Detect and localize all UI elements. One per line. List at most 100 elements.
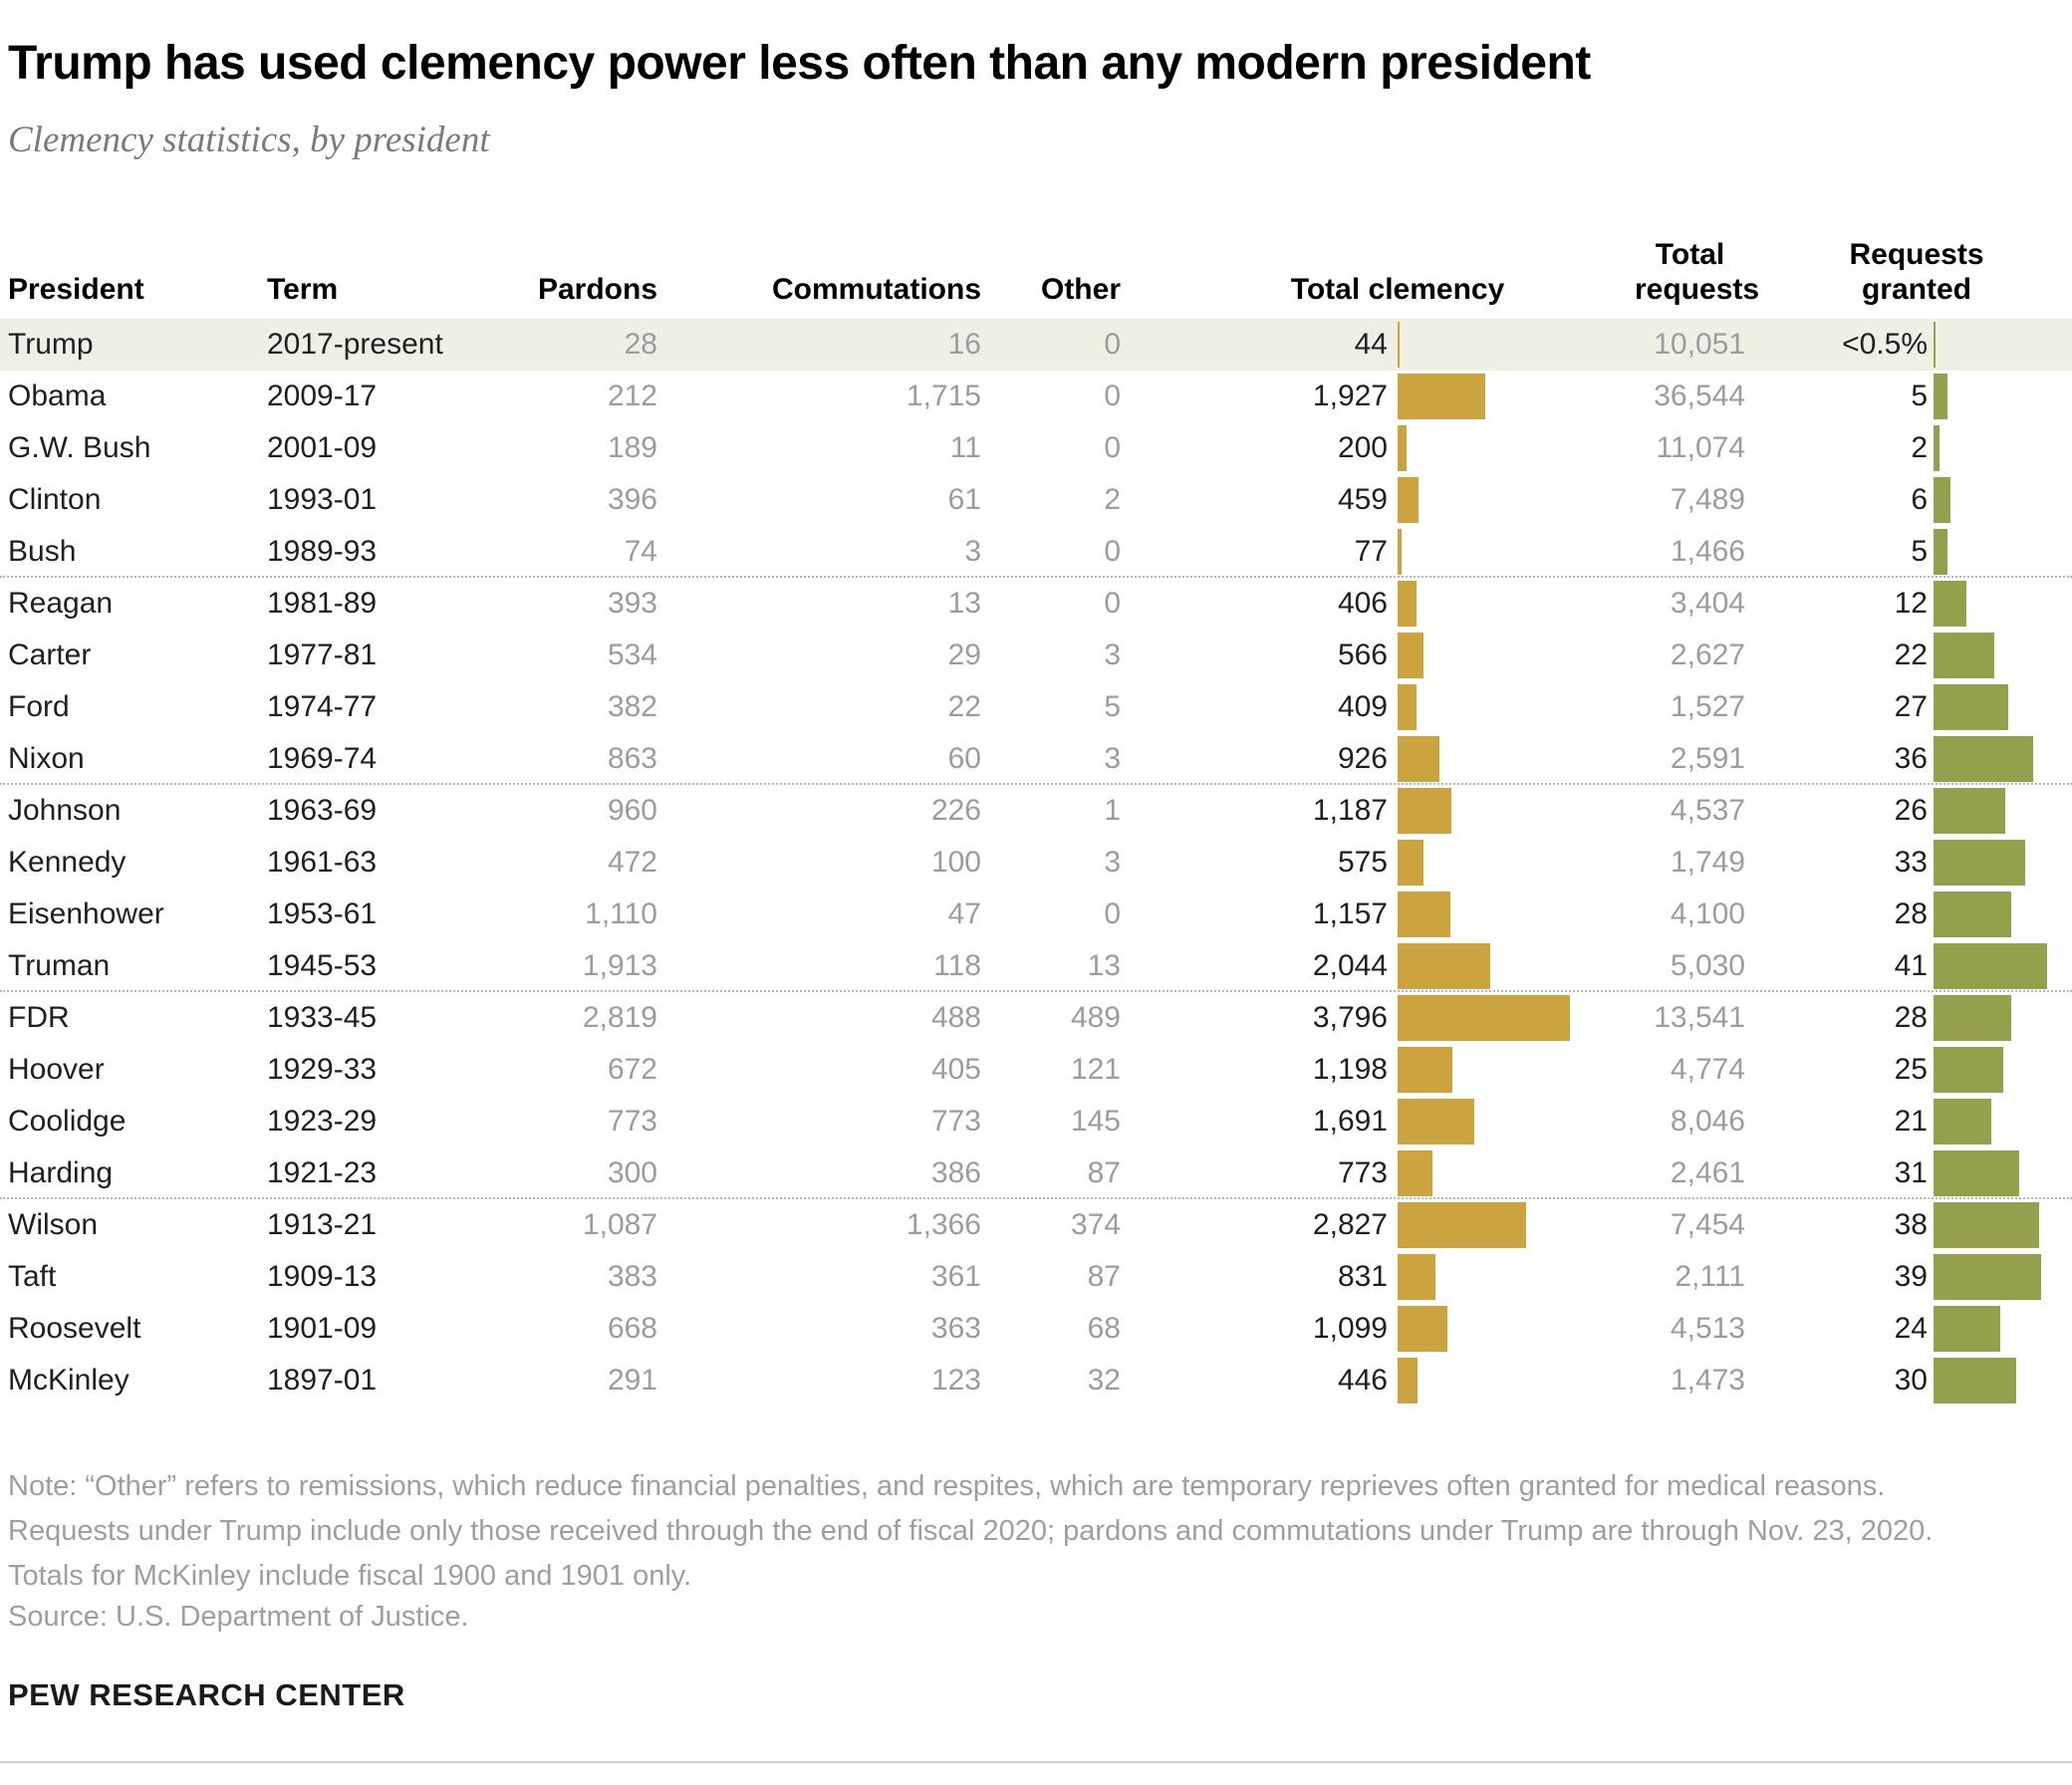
cell-total-requests: 36,544 xyxy=(1654,380,1745,412)
clemency-bar-cell xyxy=(1388,474,1579,526)
clemency-bar-cell xyxy=(1388,526,1579,578)
granted-bar xyxy=(1934,581,1966,627)
cell-pardons: 668 xyxy=(607,1312,657,1345)
cell-commutations: 61 xyxy=(947,483,981,516)
cell-other: 0 xyxy=(1104,380,1121,412)
granted-bar-cell xyxy=(1928,474,2072,526)
column-header-other: Other xyxy=(1040,272,1121,306)
cell-total-requests: 10,051 xyxy=(1654,328,1745,361)
column-header-commutations: Commutations xyxy=(772,272,981,306)
cell-other: 121 xyxy=(1070,1053,1121,1086)
table-row: Reagan 1981-89 393 13 0 406 3,404 12 xyxy=(0,578,2072,630)
clemency-bar-cell xyxy=(1388,837,1579,889)
cell-commutations: 488 xyxy=(930,1001,981,1034)
clemency-bar-cell xyxy=(1388,940,1579,992)
cell-other: 87 xyxy=(1087,1156,1121,1189)
bottom-rule xyxy=(0,1760,2072,1763)
clemency-bar-cell xyxy=(1388,1303,1579,1355)
cell-total-clemency: 1,099 xyxy=(1312,1312,1388,1345)
clemency-bar xyxy=(1398,633,1424,678)
cell-total-clemency: 3,796 xyxy=(1312,1001,1388,1034)
table-row: Wilson 1913-21 1,087 1,366 374 2,827 7,454 38 xyxy=(0,1199,2072,1251)
cell-president: Taft xyxy=(8,1260,57,1293)
cell-commutations: 3 xyxy=(964,535,981,568)
cell-pardons: 74 xyxy=(624,535,657,568)
cell-president: Eisenhower xyxy=(8,897,164,930)
granted-bar xyxy=(1934,1254,2041,1300)
cell-term: 1969-74 xyxy=(267,742,378,775)
cell-other: 87 xyxy=(1087,1260,1121,1293)
cell-requests-granted: 12 xyxy=(1894,587,1928,620)
cell-total-clemency: 831 xyxy=(1337,1260,1388,1293)
granted-bar xyxy=(1934,1047,2003,1093)
granted-bar-cell xyxy=(1928,630,2072,681)
table-row: Obama 2009-17 212 1,715 0 1,927 36,544 5 xyxy=(0,371,2072,422)
cell-requests-granted: <0.5% xyxy=(1842,328,1928,361)
cell-total-clemency: 1,927 xyxy=(1312,380,1388,412)
cell-other: 1 xyxy=(1104,794,1121,827)
cell-other: 3 xyxy=(1104,846,1121,879)
footer-note: Note: “Other” refers to remissions, whic… xyxy=(8,1470,1934,1592)
clemency-bar-cell xyxy=(1388,733,1579,785)
cell-pardons: 2,819 xyxy=(582,1001,657,1034)
table-row: McKinley 1897-01 291 123 32 446 1,473 30 xyxy=(0,1355,2072,1406)
column-header-president: President xyxy=(8,272,144,306)
clemency-bar xyxy=(1398,1358,1418,1403)
cell-total-clemency: 773 xyxy=(1337,1156,1388,1189)
granted-bar xyxy=(1934,425,1940,471)
cell-requests-granted: 38 xyxy=(1894,1208,1928,1241)
clemency-bar-cell xyxy=(1388,371,1579,422)
clemency-bar xyxy=(1398,1254,1435,1300)
cell-term: 1913-21 xyxy=(267,1208,378,1241)
cell-term: 1929-33 xyxy=(267,1053,378,1086)
cell-total-requests: 1,527 xyxy=(1670,690,1745,723)
cell-total-requests: 4,537 xyxy=(1670,794,1745,827)
table-row: Coolidge 1923-29 773 773 145 1,691 8,046 21 xyxy=(0,1096,2072,1148)
cell-pardons: 472 xyxy=(607,846,657,879)
cell-other: 13 xyxy=(1087,949,1121,982)
clemency-bar-cell xyxy=(1388,319,1579,371)
clemency-bar xyxy=(1398,684,1417,730)
cell-requests-granted: 24 xyxy=(1894,1312,1928,1345)
table-row: Johnson 1963-69 960 226 1 1,187 4,537 26 xyxy=(0,785,2072,837)
granted-bar-cell xyxy=(1928,837,2072,889)
cell-requests-granted: 28 xyxy=(1894,1001,1928,1034)
clemency-bar-cell xyxy=(1388,630,1579,681)
cell-commutations: 11 xyxy=(949,431,981,464)
table-row: Eisenhower 1953-61 1,110 47 0 1,157 4,100 28 xyxy=(0,889,2072,940)
footer: Note: “Other” refers to remissions, whic… xyxy=(8,1464,2064,1713)
cell-total-clemency: 575 xyxy=(1337,846,1388,879)
cell-total-clemency: 1,691 xyxy=(1312,1105,1388,1138)
cell-total-requests: 2,461 xyxy=(1670,1156,1745,1189)
cell-other: 68 xyxy=(1087,1312,1121,1345)
cell-pardons: 396 xyxy=(607,483,657,516)
cell-president: Roosevelt xyxy=(8,1312,141,1345)
cell-total-requests: 1,473 xyxy=(1670,1364,1745,1397)
granted-bar-cell xyxy=(1928,681,2072,733)
cell-requests-granted: 25 xyxy=(1894,1053,1928,1086)
cell-total-clemency: 2,827 xyxy=(1312,1208,1388,1241)
cell-pardons: 1,110 xyxy=(585,897,657,930)
cell-president: Hoover xyxy=(8,1053,105,1086)
granted-bar-cell xyxy=(1928,578,2072,630)
cell-total-clemency: 1,157 xyxy=(1312,897,1388,930)
clemency-bar xyxy=(1398,1099,1474,1145)
page-title: Trump has used clemency power less often… xyxy=(8,37,1591,90)
granted-bar xyxy=(1934,529,1947,575)
cell-other: 0 xyxy=(1104,535,1121,568)
granted-bar xyxy=(1934,736,2033,782)
cell-president: Clinton xyxy=(8,483,102,516)
granted-bar-cell xyxy=(1928,319,2072,371)
cell-term: 1897-01 xyxy=(267,1364,378,1397)
clemency-bar xyxy=(1398,322,1400,368)
granted-bar xyxy=(1934,1150,2019,1196)
cell-total-requests: 11,074 xyxy=(1656,431,1745,464)
table-row: FDR 1933-45 2,819 488 489 3,796 13,541 28 xyxy=(0,992,2072,1044)
cell-other: 145 xyxy=(1070,1105,1121,1138)
granted-bar-cell xyxy=(1928,940,2072,992)
granted-bar-cell xyxy=(1928,422,2072,474)
cell-requests-granted: 27 xyxy=(1894,690,1928,723)
cell-total-requests: 4,513 xyxy=(1670,1312,1745,1345)
cell-other: 0 xyxy=(1104,897,1121,930)
